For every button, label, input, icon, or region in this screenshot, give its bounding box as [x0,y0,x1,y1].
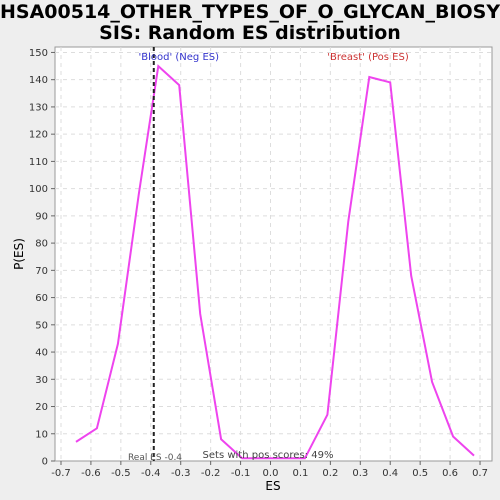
x-tick-label: -0.2 [201,468,221,479]
x-axis: -0.7 -0.6 -0.5 -0.4 -0.3 -0.2 -0.1 0.0 0.1 0.2 0.3… [51,461,488,479]
x-axis-label: ES [265,479,280,493]
x-tick-label: 0.5 [412,468,428,479]
x-tick-label: 0.3 [352,468,368,479]
real-es-label: Real ES -0.4 [128,453,182,463]
y-tick-label: 140 [29,75,48,86]
y-tick-label: 60 [35,293,48,304]
y-tick-label: 130 [29,102,48,113]
y-tick-label: 70 [35,266,48,277]
y-tick-label: 120 [29,130,48,141]
x-tick-label: 0.6 [442,468,458,479]
plot-area [54,46,493,462]
y-tick-label: 20 [35,402,48,413]
chart-title-line-2: SIS: Random ES distribution [99,22,401,44]
y-axis: 0 10 20 30 40 50 60 70 80 90 100 110 120 130 140 150 [29,48,55,468]
x-tick-label: -0.4 [141,468,161,479]
x-tick-label: -0.5 [111,468,131,479]
y-tick-label: 100 [29,184,48,195]
neg-es-label: 'Blood' (Neg ES) [139,52,220,63]
x-tick-label: 0.1 [292,468,308,479]
x-tick-label: 0.2 [322,468,338,479]
y-tick-label: 110 [29,157,48,168]
annotation-layer: 'Blood' (Neg ES) 'Breast' (Pos ES) Real ES… [128,47,409,463]
x-tick-label: 0.0 [263,468,279,479]
chart-title-line-1: HSA00514_OTHER_TYPES_OF_O_GLYCAN_BIOSYNT… [0,1,500,23]
y-tick-label: 30 [35,375,48,386]
y-tick-label: 150 [29,48,48,59]
y-tick-label: 50 [35,320,48,331]
es-distribution-line [75,64,475,460]
pos-scores-label: Sets with pos scores: 49% [203,450,334,461]
chart-title: HSA00514_OTHER_TYPES_OF_O_GLYCAN_BIOSYNT… [0,2,500,44]
x-tick-label: -0.1 [231,468,251,479]
y-tick-label: 0 [42,457,48,468]
y-tick-label: 90 [35,211,48,222]
x-tick-label: -0.7 [51,468,71,479]
y-axis-label: P(ES) [12,238,26,270]
y-tick-label: 80 [35,239,48,250]
x-tick-label: -0.6 [81,468,101,479]
series-layer [75,64,475,460]
x-tick-label: 0.7 [472,468,488,479]
y-tick-label: 10 [35,429,48,440]
pos-es-label: 'Breast' (Pos ES) [327,52,409,63]
x-tick-label: -0.3 [171,468,191,479]
x-tick-label: 0.4 [382,468,398,479]
y-tick-label: 40 [35,348,48,359]
